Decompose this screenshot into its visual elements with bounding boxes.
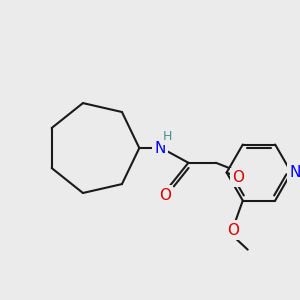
Text: N: N xyxy=(154,140,166,155)
Text: H: H xyxy=(163,130,172,143)
Text: O: O xyxy=(159,188,171,202)
Text: O: O xyxy=(232,170,244,185)
Text: N: N xyxy=(290,165,300,180)
Text: O: O xyxy=(227,223,239,238)
